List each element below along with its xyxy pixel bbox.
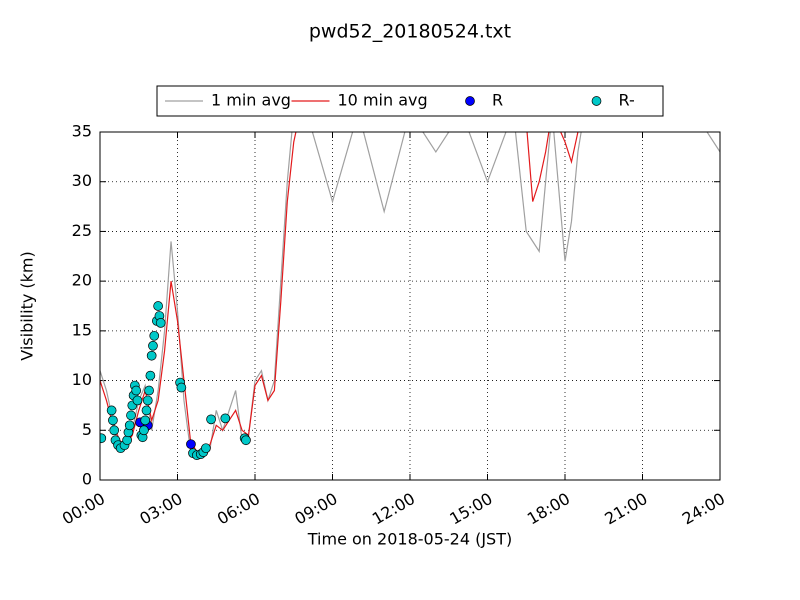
legend-label: 1 min avg — [211, 91, 291, 110]
data-point — [139, 425, 149, 436]
data-point — [145, 370, 156, 381]
legend-label: R- — [619, 91, 635, 110]
data-point — [132, 395, 143, 406]
data-point — [100, 433, 107, 444]
data-point — [122, 435, 132, 446]
plot-area — [100, 132, 720, 460]
legend-label: R — [492, 91, 503, 110]
y-tick-label: 25 — [72, 221, 92, 240]
data-point — [153, 301, 163, 311]
data-point — [149, 330, 160, 341]
y-tick-label: 35 — [72, 122, 92, 141]
legend-swatch — [465, 96, 475, 106]
data-point — [109, 425, 120, 436]
data-point — [186, 439, 196, 450]
chart-title: pwd52_20180524.txt — [309, 21, 511, 43]
data-point — [220, 413, 231, 424]
y-tick-label: 20 — [72, 271, 92, 290]
data-point — [241, 435, 251, 446]
data-point — [140, 415, 151, 426]
data-point — [142, 395, 153, 406]
data-point — [201, 443, 211, 454]
legend-label: 10 min avg — [338, 91, 428, 110]
series-line — [100, 132, 720, 457]
legend: 1 min avg 10 min avg R R- — [156, 85, 664, 117]
data-point — [106, 405, 117, 416]
plot-frame — [99, 131, 721, 481]
legend-box — [156, 85, 664, 117]
data-point — [108, 415, 118, 426]
data-point — [176, 382, 187, 393]
y-tick-label: 10 — [72, 370, 92, 389]
y-tick-label: 15 — [72, 320, 92, 339]
data-point — [124, 420, 135, 431]
y-tick-label: 0 — [82, 470, 92, 489]
series-line — [100, 132, 579, 454]
x-axis-label: Time on 2018-05-24 (JST) — [307, 530, 512, 549]
data-point — [148, 340, 158, 351]
data-point — [141, 405, 152, 416]
y-axis-label: Visibility (km) — [18, 251, 37, 360]
data-point — [126, 410, 136, 421]
data-point — [131, 385, 142, 396]
data-point — [146, 350, 157, 361]
y-tick-label: 5 — [82, 420, 92, 439]
y-tick-label: 30 — [72, 171, 92, 190]
data-point — [206, 414, 216, 425]
data-point — [144, 385, 154, 396]
legend-swatch — [591, 96, 602, 106]
data-point — [155, 318, 166, 328]
